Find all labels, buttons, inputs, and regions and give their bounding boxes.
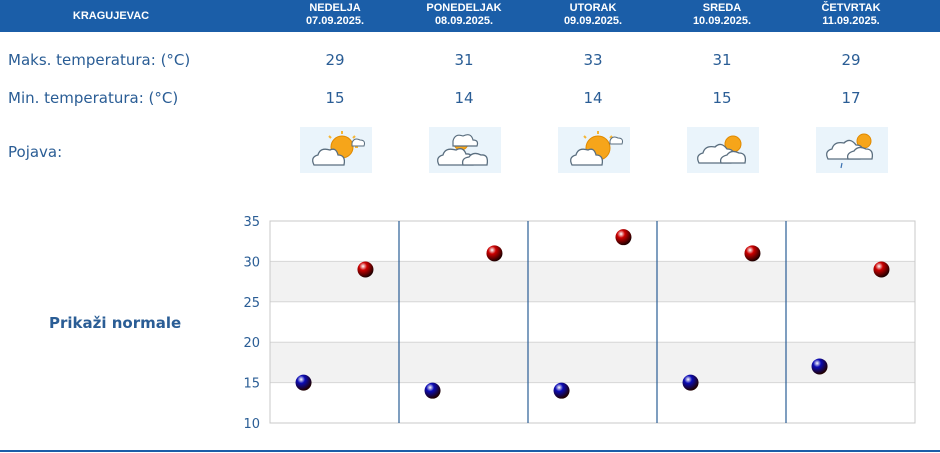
day-header-5: ČETVRTAK 11.09.2025. <box>796 2 906 28</box>
min-temperature-value: 15 <box>712 89 732 107</box>
day-name: SREDA <box>702 2 742 14</box>
chart-band <box>270 261 915 302</box>
max-temperature-value: 31 <box>454 51 474 69</box>
min-temperature-value: 17 <box>841 89 861 107</box>
y-tick-label: 20 <box>243 336 260 351</box>
chart-band <box>270 301 915 343</box>
min-temperature-marker <box>811 358 828 375</box>
y-tick-label: 35 <box>243 215 260 230</box>
min-temperature-value: 15 <box>325 89 345 107</box>
min-temperature-value: 14 <box>454 89 474 107</box>
max-temperature-marker <box>615 229 632 246</box>
max-temperature-value: 29 <box>325 51 345 69</box>
chart-frame <box>269 220 916 424</box>
y-tick-label: 30 <box>243 255 260 270</box>
day-date: 07.09.2025. <box>305 15 365 27</box>
min-temperature-marker <box>682 374 699 391</box>
min-temperature-marker <box>295 374 312 391</box>
cloud-with-small-sun-icon <box>429 127 501 173</box>
cloudy-with-sun-icon <box>687 127 759 173</box>
day-date: 09.09.2025. <box>563 15 623 27</box>
min-temperature-marker <box>424 382 441 399</box>
min-temperature-value: 14 <box>583 89 603 107</box>
day-name: PONEDELJAK <box>426 2 502 14</box>
max-temperature-marker <box>873 261 890 278</box>
day-date: 11.09.2025. <box>822 15 880 27</box>
phenomenon-label: Pojava: <box>8 143 63 161</box>
max-temperature-value: 31 <box>712 51 732 69</box>
max-temperature-marker <box>357 261 374 278</box>
forecast-header-bar: KRAGUJEVAC NEDELJA 07.09.2025. PONEDELJA… <box>0 0 940 32</box>
chart-band <box>270 382 915 423</box>
max-temperature-marker <box>744 245 761 262</box>
y-tick-label: 15 <box>243 377 260 392</box>
sun-behind-cloud-icon <box>558 127 630 173</box>
max-temperature-label: Maks. temperatura: (°C) <box>8 51 191 69</box>
y-tick-label: 10 <box>243 417 260 432</box>
sun-behind-cloud-icon <box>300 127 372 173</box>
day-name: UTORAK <box>569 2 617 14</box>
bottom-divider <box>0 450 940 452</box>
day-header-2: PONEDELJAK 08.09.2025. <box>409 2 519 28</box>
day-date: 08.09.2025. <box>434 15 494 27</box>
show-normals-link[interactable]: Prikaži normale <box>49 314 182 332</box>
temperature-chart: 10 15 20 25 30 35 <box>243 215 916 432</box>
min-temperature-label: Min. temperatura: (°C) <box>8 89 179 107</box>
chart-band <box>270 221 915 262</box>
day-header-1: NEDELJA 07.09.2025. <box>280 2 390 28</box>
city-name: KRAGUJEVAC <box>72 10 150 22</box>
cloudy-with-drizzle-icon <box>816 127 888 173</box>
day-header-3: UTORAK 09.09.2025. <box>538 2 648 28</box>
max-temperature-value: 29 <box>841 51 861 69</box>
day-date: 10.09.2025. <box>692 15 752 27</box>
min-temperature-marker <box>553 382 570 399</box>
day-name: NEDELJA <box>309 2 361 14</box>
day-header-4: SREDA 10.09.2025. <box>667 2 777 28</box>
max-temperature-marker <box>486 245 503 262</box>
y-tick-label: 25 <box>243 296 260 311</box>
max-temperature-value: 33 <box>583 51 603 69</box>
day-name: ČETVRTAK <box>821 2 881 14</box>
chart-band <box>270 342 915 383</box>
